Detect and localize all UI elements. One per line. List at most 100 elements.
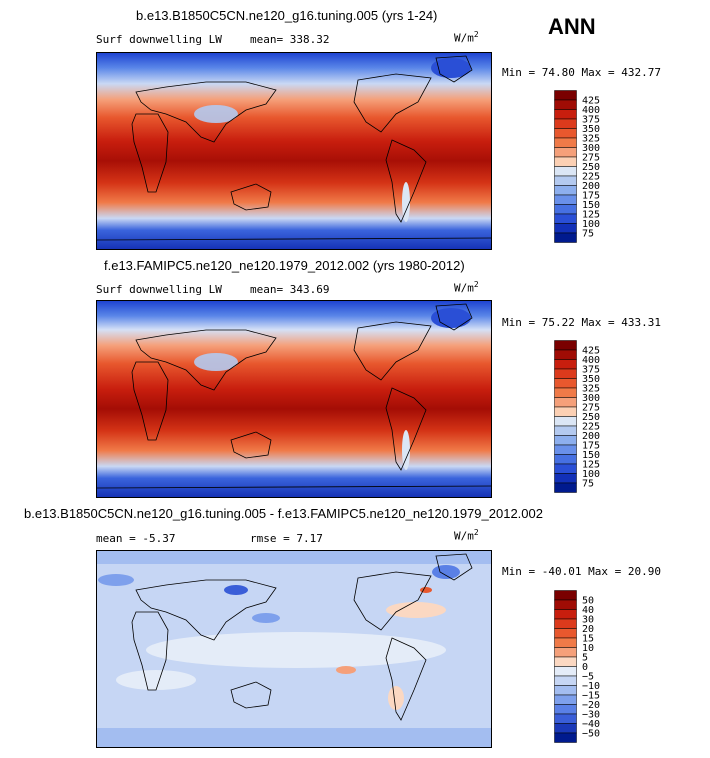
colorbar-tick-label: 40	[582, 605, 594, 616]
colorbar-tick-label: 250	[582, 162, 600, 173]
colorbar-tick-label: 225	[582, 172, 600, 183]
colorbar-tick-label: 225	[582, 422, 600, 433]
panel-1-greenland-feature	[431, 58, 471, 78]
season-label: ANN	[548, 14, 596, 39]
colorbar-box	[554, 213, 577, 224]
colorbar-tick-label: 100	[582, 219, 600, 230]
panel-2-mean: mean= 343.69	[250, 283, 330, 296]
colorbar-box	[554, 444, 577, 455]
colorbar-box	[554, 637, 577, 648]
colorbar-box	[554, 99, 577, 110]
colorbar-box	[554, 482, 577, 493]
colorbar-tick-label: 325	[582, 134, 600, 145]
panel-2-title: f.e13.FAMIPC5.ne120_ne120.1979_2012.002 …	[104, 258, 465, 273]
panel-1-mean-value: 338.32	[289, 33, 330, 46]
panel-2-mean-label: mean=	[250, 283, 284, 296]
colorbar-tick-label: 150	[582, 200, 600, 211]
colorbar-tick-label: 375	[582, 115, 600, 126]
colorbar-box	[554, 175, 577, 186]
colorbar-tick-label: 300	[582, 143, 600, 154]
colorbar-tick-label: −30	[582, 710, 600, 721]
colorbar-tick-label: −50	[582, 729, 600, 740]
colorbar-box	[554, 463, 577, 474]
colorbar-tick-label: 200	[582, 431, 600, 442]
panel-2-units-base: W/m	[454, 281, 474, 295]
panel-3-rmse: rmse = 7.17	[250, 532, 323, 545]
colorbar-tick-label: 20	[582, 624, 594, 635]
panel-1-mean-label: mean=	[250, 33, 284, 46]
colorbar-tick-label: 125	[582, 210, 600, 221]
colorbar-tick-label: 425	[582, 346, 600, 357]
colorbar-box	[554, 232, 577, 243]
panel-2-andes-feature	[402, 430, 410, 470]
colorbar-tick-label: 175	[582, 441, 600, 452]
colorbar-box	[554, 609, 577, 620]
colorbar-box	[554, 90, 577, 101]
colorbar-tick-label: 125	[582, 460, 600, 471]
panel-2-colorbar: 4254003753503253002752502252001751501251…	[554, 340, 600, 493]
panel-2-frame	[96, 300, 492, 498]
panel-3-mean-value: -5.37	[142, 532, 176, 545]
panel-2-coastlines	[96, 303, 492, 489]
panel-2-mean-value: 343.69	[289, 283, 330, 296]
colorbar-box	[554, 454, 577, 465]
colorbar-tick-label: −40	[582, 719, 600, 730]
panel-1-units: W/m2	[454, 30, 479, 45]
colorbar-tick-label: 100	[582, 469, 600, 480]
colorbar-tick-label: 175	[582, 191, 600, 202]
colorbar-box	[554, 128, 577, 139]
colorbar-tick-label: −5	[582, 672, 594, 683]
colorbar-tick-label: 50	[582, 596, 594, 607]
colorbar-box	[554, 109, 577, 120]
colorbar-box	[554, 204, 577, 215]
colorbar-tick-label: 275	[582, 153, 600, 164]
colorbar-box	[554, 713, 577, 724]
colorbar-tick-label: 30	[582, 615, 594, 626]
colorbar-tick-label: 275	[582, 403, 600, 414]
panel-3-units-exp: 2	[473, 528, 479, 537]
colorbar-tick-label: −15	[582, 691, 600, 702]
colorbar-box	[554, 185, 577, 196]
colorbar-box	[554, 666, 577, 677]
colorbar-box	[554, 194, 577, 205]
panel-2-map	[96, 300, 492, 498]
colorbar-box	[554, 675, 577, 686]
colorbar-box	[554, 137, 577, 148]
colorbar-box	[554, 387, 577, 398]
colorbar-box	[554, 599, 577, 610]
panel-1-frame	[96, 52, 492, 250]
panel-2-field	[96, 300, 492, 498]
panel-1-andes-feature	[402, 182, 410, 222]
panel-1-tibet-feature	[194, 105, 238, 123]
panel-3-rmse-value: 7.17	[296, 532, 323, 545]
colorbar-box	[554, 147, 577, 158]
colorbar-tick-label: 425	[582, 96, 600, 107]
panel-3-units: W/m2	[454, 528, 479, 543]
colorbar-tick-label: 150	[582, 450, 600, 461]
colorbar-box	[554, 685, 577, 696]
colorbar-tick-label: 350	[582, 374, 600, 385]
colorbar-box	[554, 473, 577, 484]
colorbar-box	[554, 378, 577, 389]
panel-1-title: b.e13.B1850C5CN.ne120_g16.tuning.005 (yr…	[136, 8, 438, 23]
panel-2-range: Min = 75.22 Max = 433.31	[502, 316, 661, 329]
panel-3-frame	[96, 550, 492, 748]
colorbar-box	[554, 359, 577, 370]
colorbar-box	[554, 435, 577, 446]
colorbar-box	[554, 340, 577, 351]
colorbar-tick-label: 15	[582, 634, 594, 645]
panel-1-units-exp: 2	[473, 30, 479, 39]
colorbar-box	[554, 647, 577, 658]
colorbar-tick-label: 10	[582, 643, 594, 654]
colorbar-tick-label: 200	[582, 181, 600, 192]
colorbar-tick-label: 75	[582, 229, 594, 240]
colorbar-box	[554, 349, 577, 360]
colorbar-box	[554, 406, 577, 417]
colorbar-box	[554, 368, 577, 379]
panel-1-coastlines	[96, 55, 492, 241]
colorbar-box	[554, 628, 577, 639]
colorbar-box	[554, 618, 577, 629]
colorbar-tick-label: 5	[582, 653, 588, 664]
panel-1-variable: Surf downwelling LW	[96, 33, 222, 46]
colorbar-box	[554, 416, 577, 427]
